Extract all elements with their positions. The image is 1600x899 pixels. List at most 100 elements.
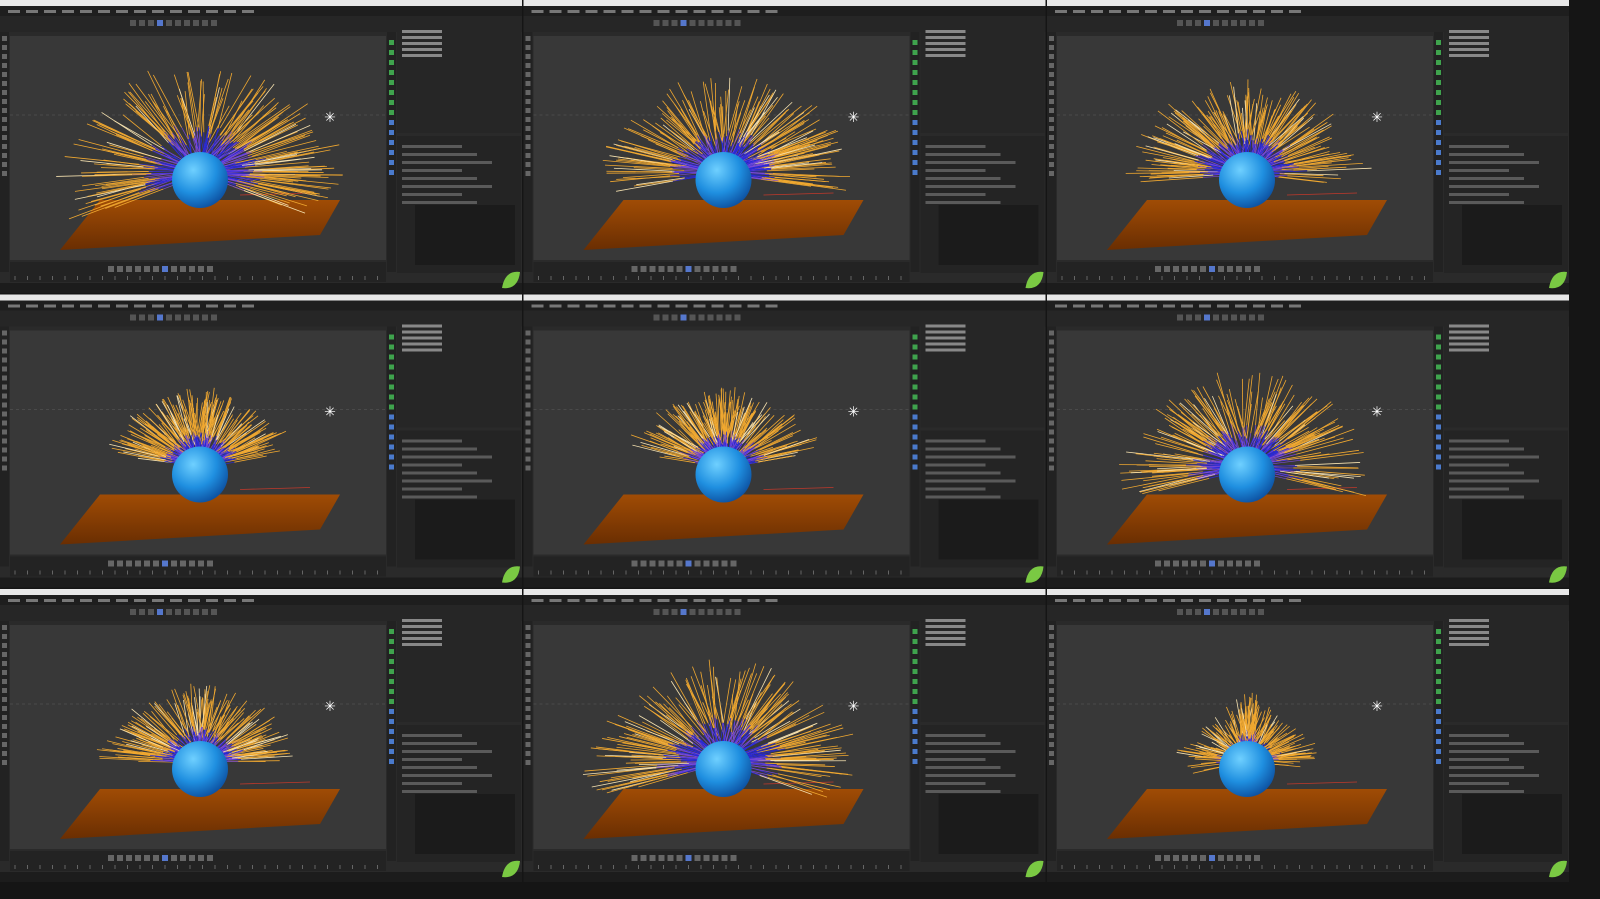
tool-icon[interactable] <box>389 140 394 145</box>
menu-item[interactable] <box>1073 304 1085 308</box>
tool-icon[interactable] <box>525 393 531 399</box>
tool-icon[interactable] <box>2 411 7 417</box>
tool-icon[interactable] <box>1436 699 1441 704</box>
tool-icon[interactable] <box>912 464 918 470</box>
object-row[interactable] <box>1449 342 1489 346</box>
playback-button[interactable] <box>108 560 114 567</box>
menu-item[interactable] <box>188 10 200 13</box>
playback-button[interactable] <box>1155 560 1161 567</box>
object-row[interactable] <box>925 54 966 57</box>
tool-icon[interactable] <box>525 661 531 666</box>
tool-icon[interactable] <box>389 739 394 744</box>
tool-icon[interactable] <box>148 609 154 615</box>
tool-icon[interactable] <box>680 314 687 321</box>
tool-icon[interactable] <box>2 715 7 720</box>
menu-item[interactable] <box>531 304 544 308</box>
tool-icon[interactable] <box>525 679 531 684</box>
menu-item[interactable] <box>657 304 670 308</box>
playback-button[interactable] <box>1164 266 1170 272</box>
tool-icon[interactable] <box>1436 709 1441 714</box>
tool-icon[interactable] <box>912 639 918 644</box>
tool-icon[interactable] <box>202 609 208 615</box>
tool-icon[interactable] <box>525 384 531 390</box>
menu-item[interactable] <box>603 304 616 308</box>
playback-button[interactable] <box>1209 855 1215 861</box>
tool-icon[interactable] <box>525 402 531 408</box>
menu-item[interactable] <box>170 304 182 308</box>
tool-icon[interactable] <box>2 54 7 59</box>
tool-icon[interactable] <box>525 171 531 176</box>
playback-button[interactable] <box>1209 560 1215 567</box>
object-row[interactable] <box>925 342 966 346</box>
menu-item[interactable] <box>1289 599 1301 602</box>
menu-item[interactable] <box>621 599 634 602</box>
tool-icon[interactable] <box>184 314 190 321</box>
tool-icon[interactable] <box>389 100 394 105</box>
tool-icon[interactable] <box>2 171 7 176</box>
tool-icon[interactable] <box>689 609 696 615</box>
tool-icon[interactable] <box>525 670 531 675</box>
tool-icon[interactable] <box>912 60 918 65</box>
playback-button[interactable] <box>153 855 159 861</box>
tool-icon[interactable] <box>389 80 394 85</box>
tool-icon[interactable] <box>525 54 531 59</box>
playback-button[interactable] <box>1164 855 1170 861</box>
tool-icon[interactable] <box>1222 314 1228 321</box>
menu-item[interactable] <box>567 304 580 308</box>
tool-icon[interactable] <box>1436 729 1441 734</box>
playback-button[interactable] <box>676 266 683 272</box>
tool-icon[interactable] <box>1049 438 1054 444</box>
object-row[interactable] <box>402 324 442 328</box>
menu-item[interactable] <box>8 599 20 602</box>
menu-item[interactable] <box>8 10 20 13</box>
tool-icon[interactable] <box>2 679 7 684</box>
tool-icon[interactable] <box>389 354 394 360</box>
playback-button[interactable] <box>1173 266 1179 272</box>
tool-icon[interactable] <box>525 126 531 131</box>
playback-button[interactable] <box>658 560 665 567</box>
tool-icon[interactable] <box>1049 135 1054 140</box>
tool-icon[interactable] <box>525 724 531 729</box>
tool-icon[interactable] <box>1249 609 1255 615</box>
playback-button[interactable] <box>207 855 213 861</box>
menu-item[interactable] <box>80 599 92 602</box>
tool-icon[interactable] <box>1436 649 1441 654</box>
object-row[interactable] <box>1449 336 1489 340</box>
playback-button[interactable] <box>685 266 692 272</box>
tool-icon[interactable] <box>725 609 732 615</box>
tool-icon[interactable] <box>1195 609 1201 615</box>
menu-item[interactable] <box>1073 10 1085 13</box>
menu-item[interactable] <box>711 304 724 308</box>
playback-button[interactable] <box>1164 560 1170 567</box>
menu-item[interactable] <box>98 304 110 308</box>
menu-item[interactable] <box>1199 304 1211 308</box>
tool-icon[interactable] <box>211 314 217 321</box>
tool-icon[interactable] <box>389 384 394 390</box>
menu-item[interactable] <box>1055 304 1067 308</box>
tool-icon[interactable] <box>211 20 217 26</box>
menu-item[interactable] <box>242 599 254 602</box>
playback-button[interactable] <box>694 855 701 861</box>
menu-item[interactable] <box>26 599 38 602</box>
tool-icon[interactable] <box>1436 334 1441 340</box>
playback-button[interactable] <box>658 266 665 272</box>
tool-icon[interactable] <box>912 444 918 450</box>
menu-item[interactable] <box>747 10 760 13</box>
playback-button[interactable] <box>667 855 674 861</box>
tool-icon[interactable] <box>716 314 723 321</box>
tool-icon[interactable] <box>389 759 394 764</box>
menu-item[interactable] <box>1145 599 1157 602</box>
tool-icon[interactable] <box>1049 670 1054 675</box>
playback-button[interactable] <box>1236 266 1242 272</box>
tool-icon[interactable] <box>1436 90 1441 95</box>
tool-icon[interactable] <box>1049 393 1054 399</box>
playback-button[interactable] <box>1155 266 1161 272</box>
tool-icon[interactable] <box>912 434 918 440</box>
tool-icon[interactable] <box>2 670 7 675</box>
object-row[interactable] <box>925 36 966 39</box>
tool-icon[interactable] <box>1436 374 1441 380</box>
tool-icon[interactable] <box>1436 629 1441 634</box>
tool-icon[interactable] <box>912 709 918 714</box>
tool-icon[interactable] <box>1049 447 1054 453</box>
tool-icon[interactable] <box>1049 99 1054 104</box>
